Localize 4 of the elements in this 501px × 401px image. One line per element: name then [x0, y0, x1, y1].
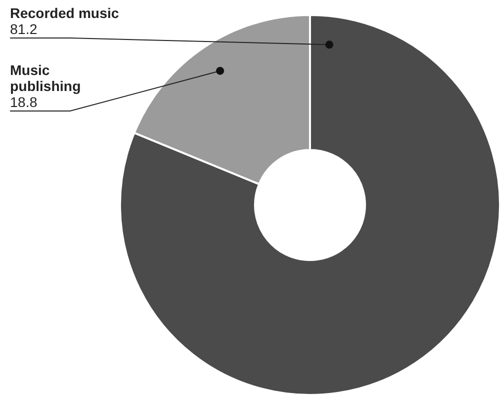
data-label: 18.8: [10, 94, 38, 110]
data-label: 81.2: [10, 21, 38, 37]
slice-label: Recorded music: [10, 5, 120, 21]
slice-label: Music publishing: [10, 62, 81, 94]
